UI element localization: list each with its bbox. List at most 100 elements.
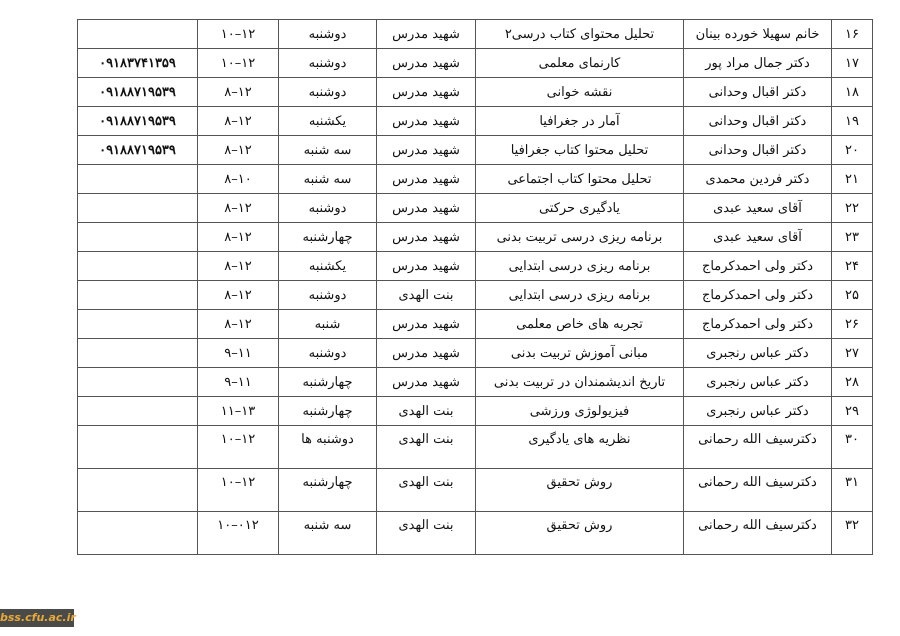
name-text: خانم سهیلا خورده بینان — [695, 26, 820, 42]
cell-time: ۸–۱۲ — [197, 106, 279, 136]
table-row: ۲۴ دکتر ولی احمدکرماج برنامه ریزی درسی ابت… — [77, 251, 873, 281]
num-text: ۲۳ — [845, 229, 859, 245]
cell-time: ۸–۱۲ — [197, 280, 279, 310]
num-text: ۲۶ — [845, 316, 859, 332]
phone-text: ۰۹۱۸۸۷۱۹۵۳۹ — [99, 142, 176, 158]
table-row: ۲۱ دکتر فردین محمدی تحلیل محتوا کتاب اجتما… — [77, 164, 873, 194]
cell-name: دکتر اقبال وحدانی — [683, 135, 832, 165]
num-text: ۳۲ — [845, 518, 859, 533]
time-text: ۸–۱۲ — [224, 84, 252, 100]
cell-phone — [77, 19, 198, 49]
phone-text: ۰۹۱۸۸۷۱۹۵۳۹ — [99, 113, 176, 129]
cell-time: ۱۰–۰۱۲ — [197, 511, 279, 555]
cell-phone — [77, 468, 198, 512]
cell-location: بنت الهدی — [376, 468, 476, 512]
day-text: چهارشنبه — [302, 403, 353, 419]
location-text: شهید مدرس — [392, 345, 460, 361]
cell-course: کارنمای معلمی — [475, 48, 684, 78]
course-text: برنامه ریزی درسی ابتدایی — [508, 258, 651, 274]
day-text: یکشنبه — [308, 113, 347, 129]
num-text: ۱۷ — [845, 55, 859, 71]
cell-name: خانم سهیلا خورده بینان — [683, 19, 832, 49]
time-text: ۸–۱۲ — [224, 258, 252, 274]
cell-time: ۸–۱۲ — [197, 251, 279, 281]
cell-day: چهارشنبه — [278, 367, 377, 397]
location-text: شهید مدرس — [392, 229, 460, 245]
time-text: ۱۰–۰۱۲ — [217, 518, 259, 533]
cell-day: دوشنبه ها — [278, 425, 377, 469]
cell-course: آمار در جغرافیا — [475, 106, 684, 136]
cell-time: ۸–۱۲ — [197, 77, 279, 107]
cell-location: شهید مدرس — [376, 164, 476, 194]
cell-name: دکتر ولی احمدکرماج — [683, 309, 832, 339]
cell-day: شنبه — [278, 309, 377, 339]
cell-day: یکشنبه — [278, 251, 377, 281]
day-text: چهارشنبه — [302, 229, 353, 245]
table-row: ۲۷ دکتر عباس رنجبری مبانی آموزش تربیت بدنی… — [77, 338, 873, 368]
num-text: ۱۹ — [845, 113, 859, 129]
table-row: ۲۲ آقای سعید عبدی یادگیری حرکتی شهید مدرس دو… — [77, 193, 873, 223]
cell-day: سه شنبه — [278, 135, 377, 165]
course-text: تحلیل محتوا کتاب اجتماعی — [507, 171, 652, 187]
cell-course: تاریخ اندیشمندان در تربیت بدنی — [475, 367, 684, 397]
cell-day: چهارشنبه — [278, 396, 377, 426]
cell-time: ۱۰–۱۲ — [197, 468, 279, 512]
num-text: ۲۷ — [845, 345, 859, 361]
cell-num: ۲۷ — [831, 338, 873, 368]
cell-phone: ۰۹۱۸۸۷۱۹۵۳۹ — [77, 77, 198, 107]
cell-num: ۲۸ — [831, 367, 873, 397]
name-text: دکتر فردین محمدی — [705, 171, 810, 187]
cell-time: ۸–۱۲ — [197, 222, 279, 252]
cell-course: مبانی آموزش تربیت بدنی — [475, 338, 684, 368]
num-text: ۲۸ — [845, 374, 859, 390]
location-text: شهید مدرس — [392, 113, 460, 129]
cell-phone — [77, 309, 198, 339]
time-text: ۱۰–۱۲ — [220, 55, 256, 71]
cell-phone: ۰۹۱۸۳۷۴۱۳۵۹ — [77, 48, 198, 78]
cell-time: ۱۰–۱۲ — [197, 425, 279, 469]
name-text: دکتر ولی احمدکرماج — [701, 316, 814, 332]
cell-location: شهید مدرس — [376, 367, 476, 397]
course-text: برنامه ریزی درسی تربیت بدنی — [496, 229, 663, 245]
location-text: بنت الهدی — [398, 475, 454, 490]
cell-time: ۱۰–۱۲ — [197, 48, 279, 78]
cell-name: دکتر ولی احمدکرماج — [683, 251, 832, 281]
cell-num: ۳۱ — [831, 468, 873, 512]
cell-num: ۱۶ — [831, 19, 873, 49]
num-text: ۲۲ — [845, 200, 859, 216]
day-text: دوشنبه — [308, 345, 347, 361]
cell-location: شهید مدرس — [376, 251, 476, 281]
cell-time: ۹–۱۱ — [197, 367, 279, 397]
course-text: یادگیری حرکتی — [538, 200, 621, 216]
cell-day: دوشنبه — [278, 280, 377, 310]
table-row: ۳۰ دکترسیف الله رحمانی نظریه های یادگیری بن… — [77, 425, 873, 469]
location-text: شهید مدرس — [392, 55, 460, 71]
cell-num: ۲۴ — [831, 251, 873, 281]
day-text: چهارشنبه — [302, 475, 353, 490]
cell-day: دوشنبه — [278, 19, 377, 49]
day-text: شنبه — [314, 316, 341, 332]
cell-name: دکترسیف الله رحمانی — [683, 425, 832, 469]
table-row: ۲۰ دکتر اقبال وحدانی تحلیل محتوا کتاب جغرا… — [77, 135, 873, 165]
table-row: ۲۸ دکتر عباس رنجبری تاریخ اندیشمندان در تر… — [77, 367, 873, 397]
cell-num: ۲۲ — [831, 193, 873, 223]
cell-name: آقای سعید عبدی — [683, 193, 832, 223]
cell-location: شهید مدرس — [376, 309, 476, 339]
time-text: ۱۱–۱۳ — [220, 403, 256, 419]
location-text: شهید مدرس — [392, 258, 460, 274]
cell-num: ۱۹ — [831, 106, 873, 136]
course-text: نظریه های یادگیری — [528, 432, 631, 447]
site-watermark-logo: bss.cfu.ac.ir — [0, 609, 76, 627]
cell-course: تحلیل محتوا کتاب اجتماعی — [475, 164, 684, 194]
cell-name: دکترسیف الله رحمانی — [683, 511, 832, 555]
time-text: ۸–۱۲ — [224, 316, 252, 332]
num-text: ۲۵ — [845, 287, 859, 303]
num-text: ۲۴ — [845, 258, 859, 274]
cell-time: ۱۱–۱۳ — [197, 396, 279, 426]
cell-num: ۲۳ — [831, 222, 873, 252]
cell-location: شهید مدرس — [376, 106, 476, 136]
location-text: بنت الهدی — [398, 403, 454, 419]
time-text: ۱۰–۱۲ — [220, 26, 256, 42]
num-text: ۱۸ — [845, 84, 859, 100]
time-text: ۹–۱۱ — [224, 374, 252, 390]
